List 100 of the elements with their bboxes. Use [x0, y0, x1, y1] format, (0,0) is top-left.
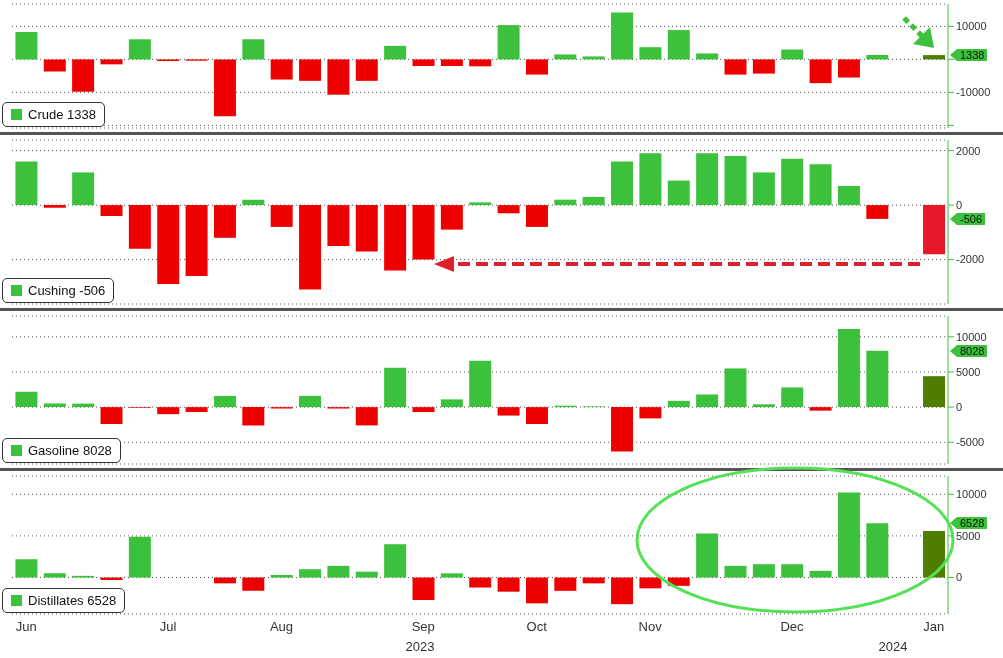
bar [866, 350, 889, 408]
bar [866, 523, 889, 578]
bar [639, 47, 662, 60]
bar [72, 59, 95, 92]
bar [923, 530, 946, 578]
bar [667, 400, 690, 408]
text: 8028 [957, 344, 988, 357]
y-tick-label: 2000 [956, 144, 981, 157]
bar [384, 45, 407, 60]
bar [355, 571, 378, 578]
bar [497, 577, 520, 592]
bar [923, 205, 946, 255]
y-tick-label: 5000 [956, 365, 981, 378]
bar [554, 199, 577, 206]
bar [440, 399, 463, 408]
bar [469, 577, 492, 588]
bar [355, 407, 378, 426]
bar [837, 186, 860, 206]
bar [327, 565, 350, 578]
bar [100, 59, 123, 65]
bar [639, 153, 662, 206]
bar [15, 559, 38, 578]
legend-label: Distillates 6528 [27, 593, 117, 608]
bar [582, 196, 605, 206]
bar [43, 205, 66, 208]
y-tick-label: -2000 [956, 253, 985, 266]
bar [469, 202, 492, 206]
bar [781, 564, 804, 578]
bar [412, 407, 435, 413]
bar [611, 12, 634, 60]
bar [781, 158, 804, 206]
x-tick-label: Jan [923, 619, 945, 635]
bar [611, 407, 634, 452]
bar [128, 39, 151, 60]
y-tick-label: 0 [956, 571, 963, 584]
bar [866, 205, 889, 219]
bar [696, 394, 719, 408]
bar [554, 54, 577, 60]
x-tick-label: Aug [269, 619, 294, 635]
bar [100, 205, 123, 217]
bar [327, 205, 350, 246]
legend-label: Gasoline 8028 [27, 443, 112, 458]
bar [440, 59, 463, 66]
bar [15, 391, 38, 408]
bar [440, 205, 463, 230]
bar [100, 407, 123, 424]
bar [299, 569, 322, 578]
bar [667, 180, 690, 206]
bar [809, 59, 832, 84]
bar [412, 205, 435, 260]
bar [667, 30, 690, 60]
y-tick-label: 0 [956, 199, 963, 212]
text: 6528 [957, 517, 988, 530]
y-tick-label: 5000 [956, 529, 981, 542]
bar [752, 564, 775, 578]
bar [696, 53, 719, 60]
x-tick-label: Oct [526, 619, 548, 635]
bar [185, 205, 208, 276]
bar [355, 59, 378, 81]
bar [611, 577, 634, 605]
bar [809, 407, 832, 411]
bar [128, 536, 151, 578]
x-tick-label: Jun [15, 619, 37, 635]
bar [270, 575, 293, 578]
bar [724, 565, 747, 578]
bar [809, 570, 832, 578]
bar [724, 156, 747, 206]
bar [781, 49, 804, 60]
bar [299, 205, 322, 290]
bar [242, 199, 265, 206]
legend-label: Cushing -506 [27, 283, 106, 298]
bar [525, 59, 548, 75]
bar [923, 55, 946, 60]
bar [752, 59, 775, 74]
bar [185, 407, 208, 413]
text: -506 [957, 212, 986, 225]
bar [270, 205, 293, 227]
bar [15, 32, 38, 60]
bar [497, 407, 520, 416]
bar [469, 360, 492, 408]
y-tick-label: -5000 [956, 436, 985, 449]
bar [327, 59, 350, 95]
text: 2023 [404, 639, 436, 654]
bar [299, 59, 322, 81]
bar [412, 577, 435, 601]
y-tick-label: 10000 [956, 488, 987, 501]
x-tick-label: Dec [780, 619, 805, 635]
bar [43, 59, 66, 72]
bar [128, 205, 151, 249]
text: 2024 [877, 639, 909, 654]
bar [440, 573, 463, 578]
bar [837, 329, 860, 408]
bar [554, 577, 577, 591]
bar [43, 573, 66, 578]
bar [72, 172, 95, 206]
bar [525, 577, 548, 604]
bar [724, 368, 747, 408]
bar [299, 395, 322, 408]
bar [270, 59, 293, 80]
bar [837, 59, 860, 78]
